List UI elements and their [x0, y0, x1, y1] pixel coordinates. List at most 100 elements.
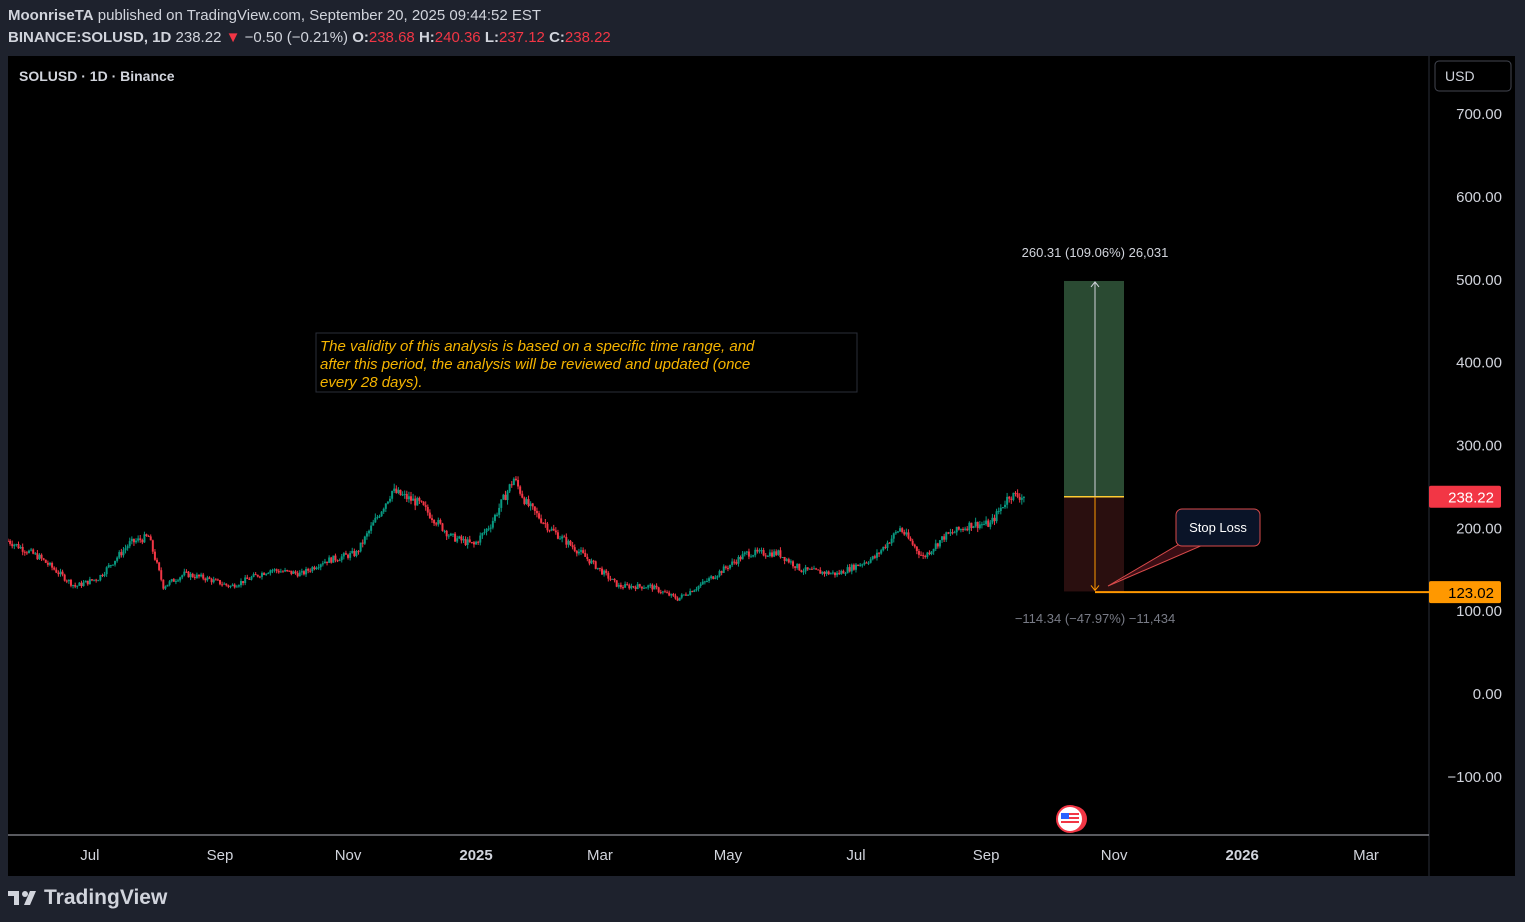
candle-body: [819, 570, 822, 574]
currency-button[interactable]: [1434, 60, 1512, 92]
candle-body: [410, 496, 413, 501]
candle-body: [617, 584, 620, 587]
candle-body: [577, 551, 580, 554]
candle-body: [237, 585, 240, 587]
candle-body: [393, 488, 396, 491]
candle-body: [559, 538, 562, 540]
candle-body: [292, 571, 295, 574]
candle-body: [32, 549, 35, 554]
candle-body: [1004, 504, 1007, 508]
candle-body: [99, 575, 102, 581]
candle-body: [678, 597, 681, 601]
candle-body: [892, 533, 895, 539]
candle-body: [737, 557, 740, 564]
candle-body: [670, 593, 673, 596]
candle-body: [840, 570, 843, 574]
loss-zone[interactable]: [1064, 496, 1124, 592]
price-axis[interactable]: 700.00 600.00 500.00 400.00 300.00 200.00 100.…: [1447, 106, 1502, 786]
candle-body: [968, 522, 971, 531]
candle-body: [634, 587, 637, 590]
candle-body: [221, 584, 224, 586]
note-line-3: every 28 days).: [320, 374, 423, 391]
candle-body: [223, 583, 226, 585]
candle-body: [802, 571, 805, 573]
time-tick-label: Sep: [207, 847, 234, 864]
us-flag-event-icon[interactable]: [1056, 805, 1087, 833]
currency-button-label: USD: [1445, 68, 1475, 84]
candle-body: [796, 563, 799, 568]
candle-body: [170, 579, 173, 582]
candle-body: [162, 579, 165, 589]
candle-body: [710, 576, 713, 579]
candle-body: [886, 542, 889, 548]
candle-body: [122, 550, 125, 556]
candle-body: [330, 557, 333, 563]
candle-body: [51, 562, 54, 568]
candle-body: [817, 569, 820, 571]
candle-body: [580, 550, 583, 552]
candle-body: [972, 526, 975, 528]
author-name[interactable]: MoonriseTA: [8, 7, 94, 24]
candle-body: [752, 555, 755, 557]
candle-body: [865, 562, 868, 564]
candle-body: [263, 573, 266, 575]
price-chart[interactable]: 260.31 (109.06%) 26,031 −114.34 (−47.97%…: [7, 56, 1515, 876]
candle-body: [389, 498, 392, 502]
time-tick-label: May: [714, 847, 743, 864]
chart-pane[interactable]: 260.31 (109.06%) 26,031 −114.34 (−47.97%…: [7, 56, 1515, 876]
candle-body: [726, 567, 729, 569]
candle-body: [158, 562, 161, 571]
candle-body: [573, 547, 576, 551]
candle-body: [145, 534, 148, 537]
time-tick-label: Jul: [80, 847, 99, 864]
candle-body: [470, 542, 473, 544]
candle-body: [233, 584, 236, 588]
time-tick-label: Sep: [973, 847, 1000, 864]
candle-body: [124, 548, 127, 551]
candle-body: [708, 578, 711, 581]
candle-body: [739, 557, 742, 560]
candle-body: [878, 552, 881, 554]
candle-body: [808, 568, 811, 570]
candle-body: [949, 532, 952, 534]
candle-body: [187, 571, 190, 578]
candle-body: [896, 531, 899, 533]
tradingview-logo[interactable]: TradingView: [8, 886, 167, 910]
candle-body: [535, 510, 538, 514]
candle-body: [712, 576, 715, 579]
candle-body: [59, 571, 62, 575]
note-box[interactable]: [315, 332, 858, 393]
candle-body: [449, 533, 452, 536]
candle-body: [605, 570, 608, 573]
chart-legend[interactable]: SOLUSD · 1D · Binance: [19, 68, 175, 84]
candle-body: [771, 552, 774, 557]
candle-body: [418, 497, 421, 501]
stop-loss-callout[interactable]: [1175, 508, 1261, 547]
candle-body: [198, 574, 201, 577]
candle-body: [403, 493, 406, 495]
candle-body: [750, 556, 753, 558]
candle-body: [762, 550, 765, 556]
candle-body: [378, 516, 381, 518]
profit-zone[interactable]: [1064, 280, 1124, 497]
time-tick-label: Mar: [1353, 847, 1379, 864]
candle-body: [603, 570, 606, 575]
candle-body: [57, 572, 60, 575]
candle-body: [208, 577, 211, 579]
candle-body: [743, 552, 746, 555]
candle-body: [668, 592, 671, 596]
candle-body: [105, 567, 108, 575]
candle-body: [934, 543, 937, 550]
candle-body: [485, 528, 488, 532]
candle-body: [229, 586, 232, 588]
candle-body: [804, 567, 807, 572]
candle-body: [7, 540, 9, 542]
candle-body: [779, 550, 782, 558]
candle-body: [733, 561, 736, 563]
candle-body: [703, 581, 706, 583]
candle-body: [256, 574, 259, 577]
candle-body: [225, 583, 228, 586]
candle-body: [204, 578, 207, 581]
time-tick-label: Nov: [1101, 847, 1128, 864]
time-axis[interactable]: Jul Sep Nov 2025 Mar May Jul Sep Nov 2026 Mar: [80, 847, 1379, 864]
